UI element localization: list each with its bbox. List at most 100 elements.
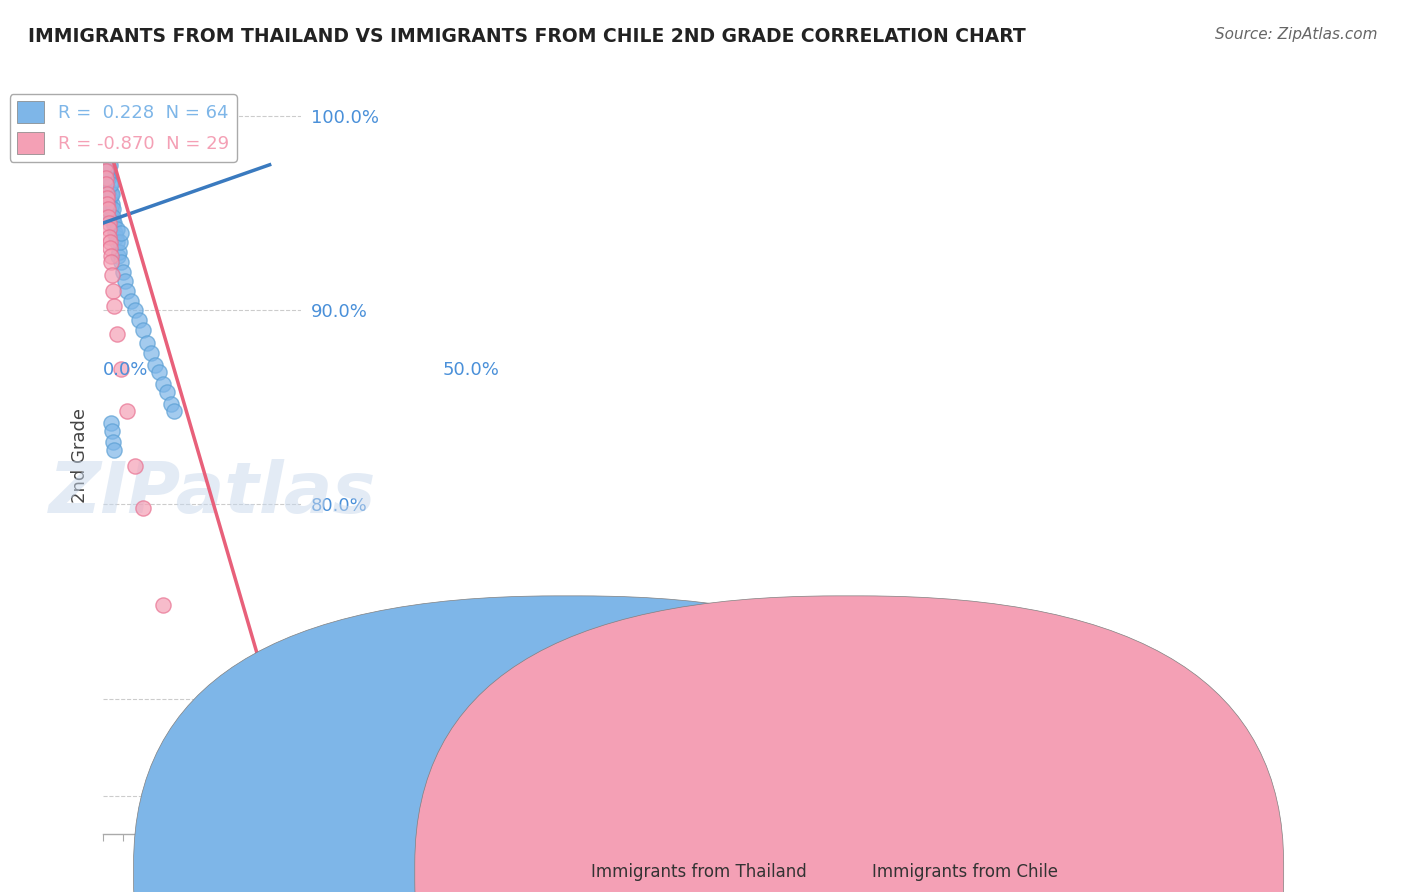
Point	[143, 358, 166, 372]
Point	[110, 226, 132, 240]
Point	[93, 138, 115, 153]
Text: Immigrants from Chile: Immigrants from Chile	[872, 863, 1057, 881]
Point	[96, 163, 118, 178]
Point	[101, 284, 124, 298]
Point	[98, 191, 121, 205]
Y-axis label: 2nd Grade: 2nd Grade	[72, 409, 89, 503]
Point	[124, 303, 146, 318]
Point	[96, 144, 118, 158]
Point	[97, 210, 120, 224]
Point	[132, 501, 155, 516]
Point	[94, 168, 117, 182]
Point	[98, 177, 121, 191]
Point	[100, 202, 122, 217]
Point	[115, 404, 138, 418]
Point	[101, 216, 124, 230]
Point	[148, 366, 170, 380]
Point	[93, 128, 115, 143]
Point	[110, 361, 132, 376]
Point	[104, 226, 127, 240]
Point	[98, 183, 121, 197]
Point	[110, 255, 132, 269]
Point	[108, 245, 131, 260]
Point	[103, 216, 125, 230]
Point	[93, 148, 115, 162]
Point	[100, 416, 122, 430]
Text: Immigrants from Thailand: Immigrants from Thailand	[591, 863, 806, 881]
Point	[114, 274, 136, 288]
Point	[97, 171, 120, 186]
Point	[96, 177, 118, 191]
Text: IMMIGRANTS FROM THAILAND VS IMMIGRANTS FROM CHILE 2ND GRADE CORRELATION CHART: IMMIGRANTS FROM THAILAND VS IMMIGRANTS F…	[28, 27, 1026, 45]
Point	[98, 222, 121, 236]
Point	[124, 458, 146, 473]
Point	[101, 435, 124, 450]
Point	[98, 158, 121, 172]
Point	[250, 792, 273, 806]
Point	[96, 186, 118, 201]
Point	[152, 377, 174, 392]
Point	[101, 186, 124, 201]
Point	[98, 241, 121, 255]
Point	[108, 235, 131, 250]
Point	[103, 210, 125, 224]
Point	[96, 152, 118, 166]
Point	[96, 196, 118, 211]
Point	[93, 119, 115, 133]
Point	[97, 196, 120, 211]
Point	[93, 128, 115, 143]
Point	[111, 264, 134, 278]
Point	[94, 158, 117, 172]
Point	[98, 235, 121, 250]
Point	[139, 346, 162, 360]
Point	[120, 293, 142, 308]
Point	[100, 210, 122, 224]
Text: ZIPatlas: ZIPatlas	[48, 459, 375, 528]
Point	[98, 168, 121, 182]
Legend: R =  0.228  N = 64, R = -0.870  N = 29: R = 0.228 N = 64, R = -0.870 N = 29	[10, 94, 236, 161]
Point	[152, 599, 174, 613]
Point	[159, 396, 181, 410]
Point	[105, 222, 128, 236]
Point	[96, 191, 118, 205]
Point	[101, 196, 124, 211]
Point	[94, 132, 117, 146]
Point	[94, 163, 117, 178]
Text: 50.0%: 50.0%	[443, 361, 499, 379]
Point	[155, 384, 177, 399]
Point	[100, 177, 122, 191]
Point	[105, 235, 128, 250]
Point	[94, 171, 117, 186]
Point	[163, 404, 186, 418]
Point	[132, 323, 155, 337]
Point	[93, 158, 115, 172]
Point	[96, 163, 118, 178]
Point	[101, 202, 124, 217]
Point	[93, 148, 115, 162]
Point	[105, 326, 128, 341]
Point	[96, 138, 118, 153]
Point	[97, 202, 120, 217]
Text: 0.0%: 0.0%	[103, 361, 149, 379]
Text: Source: ZipAtlas.com: Source: ZipAtlas.com	[1215, 27, 1378, 42]
Point	[97, 171, 120, 186]
Point	[107, 249, 129, 263]
Point	[115, 284, 138, 298]
Point	[97, 158, 120, 172]
Point	[128, 313, 150, 327]
Point	[101, 268, 124, 283]
Point	[103, 443, 125, 458]
Point	[94, 152, 117, 166]
Point	[98, 229, 121, 244]
Point	[94, 177, 117, 191]
Point	[101, 424, 124, 438]
Point	[100, 249, 122, 263]
Point	[104, 229, 127, 244]
Point	[135, 336, 157, 351]
Point	[97, 216, 120, 230]
Point	[96, 186, 118, 201]
Point	[100, 255, 122, 269]
Point	[103, 300, 125, 314]
Point	[94, 132, 117, 146]
Point	[100, 186, 122, 201]
